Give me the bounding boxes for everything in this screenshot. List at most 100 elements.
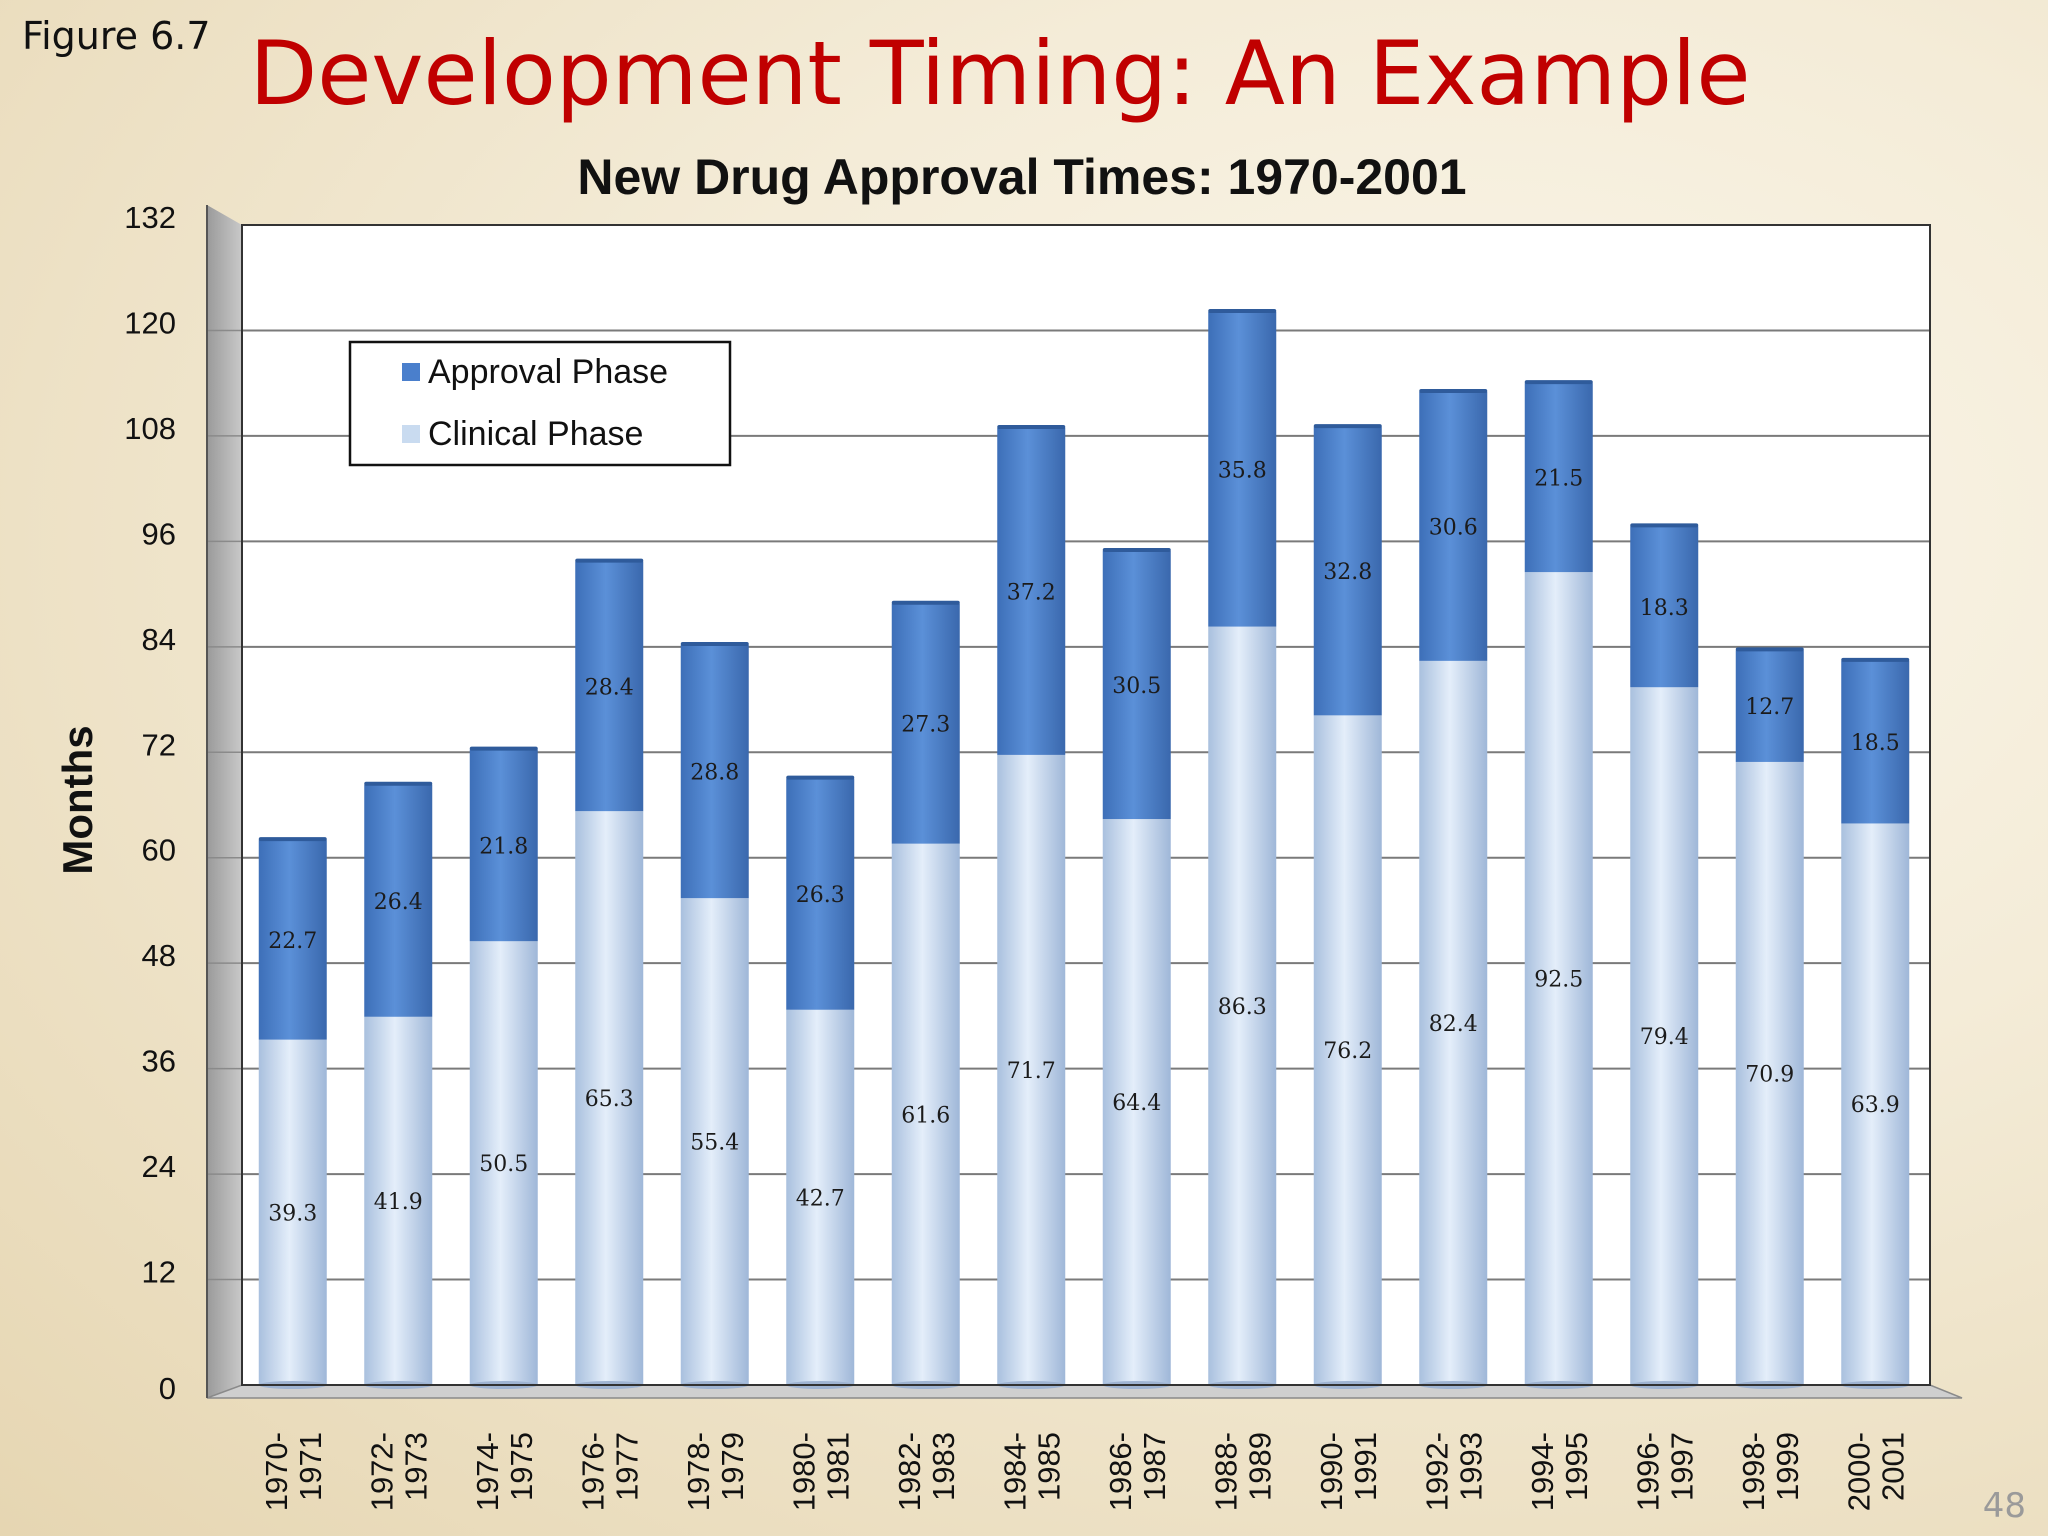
x-tick-line-2: 1977 <box>609 1432 644 1501</box>
x-tick-line-1: 1994- <box>1525 1432 1560 1511</box>
bar-approval <box>1735 650 1804 762</box>
y-tick-label: 132 <box>124 200 176 235</box>
y-tick-label: 60 <box>142 833 176 868</box>
legend-label-clinical: Clinical Phase <box>428 415 643 453</box>
bar-approval <box>1208 312 1277 627</box>
data-label-approval: 27.3 <box>901 713 950 738</box>
bar-clinical <box>258 1039 327 1385</box>
bar-top-cap <box>680 642 749 647</box>
x-tick-line-2: 1973 <box>398 1432 433 1501</box>
data-label-approval: 21.5 <box>1534 467 1583 492</box>
plot-floor <box>206 1384 1963 1399</box>
x-tick-label: 1986- 1987 <box>1103 1432 1172 1511</box>
bar-clinical <box>997 754 1066 1385</box>
data-label-clinical: 92.5 <box>1534 968 1583 993</box>
x-tick-line-2: 1985 <box>1031 1432 1066 1501</box>
bar-top-cap <box>997 425 1066 429</box>
x-tick-label: 1970- 1971 <box>259 1432 328 1511</box>
bar-clinical <box>364 1016 433 1385</box>
x-tick-line-1: 1998- <box>1736 1432 1771 1511</box>
bar-clinical <box>1524 572 1593 1385</box>
y-tick-label: 108 <box>124 411 176 446</box>
bar-clinical <box>1630 687 1699 1385</box>
x-tick-label: 1988- 1989 <box>1208 1432 1277 1511</box>
bar-approval <box>575 561 644 812</box>
data-label-clinical: 70.9 <box>1745 1062 1794 1087</box>
x-tick-line-1: 1996- <box>1630 1432 1665 1511</box>
x-tick-label: 1982- 1983 <box>892 1432 961 1511</box>
x-tick-label: 1976- 1977 <box>575 1432 644 1511</box>
data-label-approval: 18.3 <box>1640 596 1689 621</box>
x-tick-line-1: 2000- <box>1841 1432 1876 1511</box>
legend-swatch-clinical <box>402 425 420 443</box>
data-label-clinical: 79.4 <box>1640 1025 1689 1050</box>
data-label-approval: 30.6 <box>1429 515 1478 540</box>
bar-clinical <box>680 898 749 1385</box>
x-tick-label: 1990- 1991 <box>1314 1432 1383 1511</box>
bar-approval <box>469 749 538 942</box>
plot-border <box>241 224 1931 1386</box>
bar-approval <box>680 645 749 899</box>
x-tick-line-2: 1979 <box>715 1432 750 1501</box>
data-label-clinical: 63.9 <box>1851 1093 1900 1118</box>
x-tick-line-2: 1991 <box>1348 1432 1383 1501</box>
x-axis-ticks: 1970- 1971 1972- 1973 1974- 1975 1976- 1977 1978… <box>259 1432 1911 1511</box>
bar-clinical <box>1841 823 1910 1385</box>
bar-top-cap <box>1313 424 1382 429</box>
x-tick-label: 2000- 2001 <box>1841 1432 1910 1511</box>
bar-clinical <box>786 1009 855 1385</box>
data-label-clinical: 42.7 <box>796 1186 845 1211</box>
data-label-approval: 21.8 <box>479 834 528 859</box>
bar-approval <box>1419 391 1488 661</box>
bar-approval <box>1313 427 1382 716</box>
x-tick-label: 1980- 1981 <box>786 1432 855 1511</box>
legend-box <box>348 340 732 467</box>
data-label-approval: 18.5 <box>1851 731 1900 756</box>
x-tick-line-2: 1971 <box>293 1432 328 1501</box>
data-label-approval: 37.2 <box>1007 580 1056 605</box>
bar-clinical <box>1208 626 1277 1385</box>
bar-approval <box>1841 660 1910 824</box>
data-label-approval: 30.5 <box>1112 674 1161 699</box>
bar-top-cap <box>1208 309 1277 313</box>
x-tick-line-2: 1983 <box>926 1432 961 1501</box>
x-tick-label: 1994- 1995 <box>1525 1432 1594 1511</box>
x-tick-label: 1984- 1985 <box>997 1432 1066 1511</box>
x-tick-label: 1998- 1999 <box>1736 1432 1805 1511</box>
bar-top-cap <box>1524 380 1593 385</box>
x-tick-line-1: 1986- <box>1103 1432 1138 1511</box>
data-label-clinical: 39.3 <box>268 1201 317 1226</box>
x-tick-line-1: 1970- <box>259 1432 294 1511</box>
x-tick-line-2: 1989 <box>1242 1432 1277 1501</box>
x-tick-label: 1974- 1975 <box>470 1432 539 1511</box>
slide-number: 48 <box>1982 1486 2026 1526</box>
bar-top-cap <box>1102 548 1171 553</box>
x-tick-line-1: 1990- <box>1314 1432 1349 1511</box>
x-tick-line-2: 1997 <box>1664 1432 1699 1501</box>
bar-clinical <box>469 941 538 1385</box>
x-tick-line-2: 1993 <box>1453 1432 1488 1501</box>
y-tick-label: 24 <box>142 1149 176 1184</box>
bar-top-cap <box>1841 657 1910 662</box>
x-tick-line-1: 1992- <box>1419 1432 1454 1511</box>
data-label-approval: 12.7 <box>1745 695 1794 720</box>
legend-swatch-approval <box>402 363 420 381</box>
bar-approval <box>997 428 1066 755</box>
x-tick-line-2: 1975 <box>504 1432 539 1501</box>
data-label-clinical: 86.3 <box>1218 995 1267 1020</box>
data-label-clinical: 76.2 <box>1323 1039 1372 1064</box>
data-label-clinical: 61.6 <box>901 1103 950 1128</box>
data-label-clinical: 65.3 <box>585 1087 634 1112</box>
y-axis-ticks: 0 12 24 36 48 60 72 84 96 108 120 132 <box>124 200 176 1406</box>
bar-approval <box>1630 526 1699 688</box>
slide-title: Development Timing: An Example <box>0 22 2048 125</box>
bar-top-cap <box>891 600 960 605</box>
data-label-approval: 28.4 <box>585 675 634 700</box>
x-tick-label: 1992- 1993 <box>1419 1432 1488 1511</box>
bar-clinical <box>1419 660 1488 1385</box>
y-tick-label: 120 <box>124 305 176 340</box>
x-tick-line-2: 1995 <box>1559 1432 1594 1501</box>
bar-approval <box>786 778 855 1010</box>
y-tick-label: 48 <box>142 938 176 973</box>
